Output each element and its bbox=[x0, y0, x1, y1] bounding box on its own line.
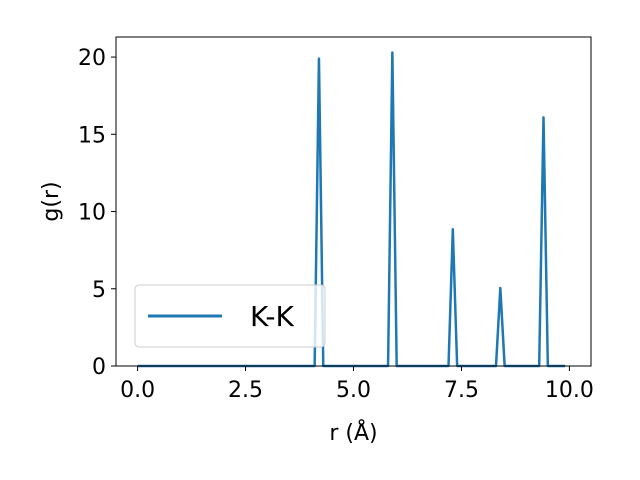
x-axis: 0.0 2.5 5.0 7.5 10.0 bbox=[120, 366, 594, 403]
series-layer bbox=[137, 51, 566, 368]
y-axis: 0 5 10 15 20 bbox=[78, 46, 116, 380]
y-tick-label: 5 bbox=[92, 278, 106, 303]
y-tick-label: 0 bbox=[92, 355, 106, 380]
legend-box bbox=[134, 284, 326, 348]
y-axis-label: g(r) bbox=[39, 181, 64, 221]
legend: K-K bbox=[134, 284, 326, 348]
series-line-0 bbox=[137, 51, 566, 368]
x-tick-label: 7.5 bbox=[444, 378, 479, 403]
x-tick-label: 5.0 bbox=[336, 378, 371, 403]
y-tick-label: 15 bbox=[78, 123, 106, 148]
x-tick-label: 10.0 bbox=[545, 378, 594, 403]
x-axis-label: r (Å) bbox=[329, 419, 377, 446]
x-tick-label: 2.5 bbox=[228, 378, 263, 403]
y-tick-label: 10 bbox=[78, 201, 106, 226]
y-tick-label: 20 bbox=[78, 46, 106, 71]
x-tick-label: 0.0 bbox=[120, 378, 155, 403]
legend-entry-label: K-K bbox=[250, 300, 295, 333]
